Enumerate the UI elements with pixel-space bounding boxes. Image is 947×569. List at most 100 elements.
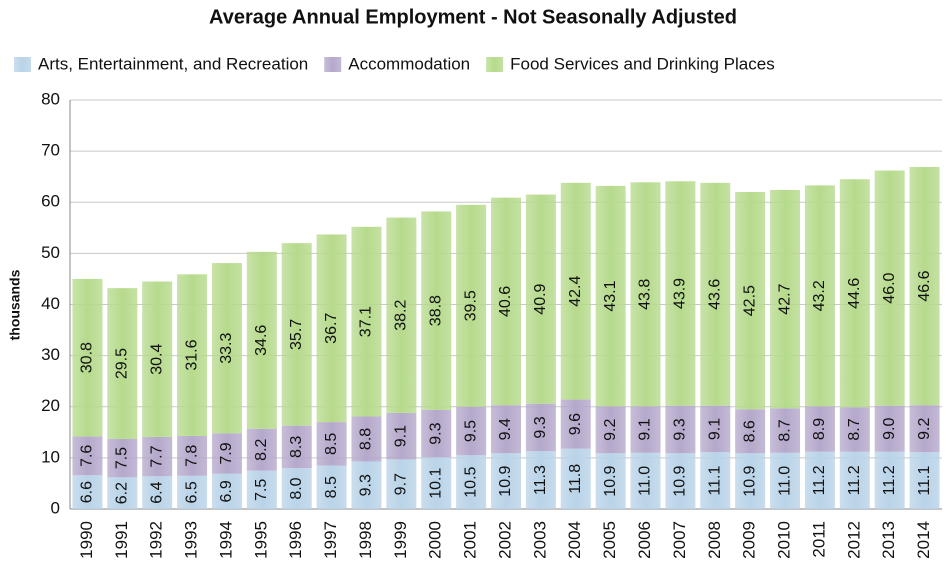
legend-swatch	[324, 57, 342, 72]
data-label: 9.5	[462, 420, 479, 442]
data-label: 11.2	[811, 465, 828, 495]
bar-segment	[72, 278, 103, 437]
data-label: 9.2	[916, 418, 933, 440]
bar-segment	[421, 457, 452, 509]
data-label: 40.6	[497, 286, 514, 317]
data-label: 8.0	[288, 477, 305, 499]
data-label: 10.9	[672, 465, 689, 496]
data-label: 39.5	[462, 290, 479, 321]
bar-segment	[177, 475, 208, 509]
data-label: 11.2	[846, 465, 863, 495]
bar-segment	[177, 435, 208, 476]
data-label: 11.2	[881, 465, 898, 495]
bar-segment	[525, 194, 556, 404]
data-label: 11.1	[706, 466, 723, 496]
data-label: 8.7	[776, 419, 793, 441]
y-axis-label: thousands	[7, 269, 23, 340]
data-label: 35.7	[288, 319, 305, 350]
data-label: 30.4	[148, 344, 165, 375]
x-tick-label: 1996	[286, 521, 305, 559]
y-tick-label: 70	[41, 141, 60, 160]
data-label: 9.3	[427, 422, 444, 444]
x-tick-label: 1998	[356, 521, 375, 559]
data-label: 9.0	[881, 418, 898, 440]
x-tick-label: 2013	[879, 521, 898, 559]
data-label: 10.9	[741, 465, 758, 496]
x-tick-label: 1992	[147, 521, 166, 559]
bar-segment	[630, 406, 661, 453]
x-tick-label: 2005	[600, 521, 619, 559]
data-label: 10.9	[497, 465, 514, 496]
data-label: 43.2	[811, 280, 828, 311]
x-tick-label: 2003	[530, 521, 549, 559]
x-tick-label: 2009	[740, 521, 759, 559]
data-label: 42.5	[741, 285, 758, 316]
data-label: 29.5	[114, 348, 131, 379]
bar-segment	[630, 182, 661, 407]
data-label: 34.6	[253, 325, 270, 356]
data-label: 10.9	[602, 465, 619, 496]
bar-segment	[874, 405, 905, 452]
data-label: 11.1	[916, 466, 933, 496]
legend-label: Arts, Entertainment, and Recreation	[38, 54, 308, 73]
data-label: 10.1	[427, 468, 444, 499]
data-label: 9.4	[497, 418, 514, 440]
data-label: 33.3	[218, 333, 235, 364]
data-label: 11.0	[637, 466, 654, 496]
y-tick-label: 0	[51, 498, 60, 517]
data-label: 7.8	[183, 445, 200, 467]
x-tick-label: 2000	[426, 521, 445, 559]
y-tick-label: 10	[41, 447, 60, 466]
data-label: 8.7	[846, 418, 863, 440]
data-label: 7.5	[114, 447, 131, 469]
data-label: 43.6	[706, 279, 723, 310]
x-tick-label: 1999	[391, 521, 410, 559]
data-label: 38.2	[393, 300, 410, 331]
bar-segment	[804, 185, 835, 407]
x-tick-label: 2006	[635, 521, 654, 559]
bar-segment	[770, 452, 801, 509]
bar-segment	[770, 189, 801, 409]
x-tick-label: 2007	[670, 521, 689, 559]
data-label: 9.1	[706, 418, 723, 440]
x-tick-label: 1990	[77, 521, 96, 559]
bar-segment	[316, 234, 347, 423]
data-label: 43.9	[672, 278, 689, 309]
bar-segment	[281, 468, 312, 509]
bar-segment	[735, 409, 766, 454]
data-label: 9.1	[393, 425, 410, 447]
data-label: 6.9	[218, 480, 235, 502]
data-label: 9.3	[672, 418, 689, 440]
bar-segment	[142, 281, 173, 437]
bar-segment	[665, 405, 696, 454]
x-tick-label: 1993	[182, 521, 201, 559]
data-label: 9.2	[602, 419, 619, 441]
x-tick-label: 2001	[461, 521, 480, 559]
bar-segment	[281, 425, 312, 469]
x-tick-label: 1997	[321, 521, 340, 559]
data-label: 42.4	[567, 276, 584, 307]
bar-segment	[525, 451, 556, 509]
bar-segment	[595, 406, 626, 454]
bar-segment	[107, 477, 138, 509]
bar-segment	[246, 470, 277, 509]
data-label: 7.7	[148, 445, 165, 467]
bar-segment	[316, 422, 347, 466]
bar-segment	[211, 433, 242, 474]
data-label: 38.8	[427, 295, 444, 326]
bar-segment	[630, 452, 661, 509]
data-label: 7.9	[218, 442, 235, 464]
data-label: 46.6	[916, 270, 933, 301]
data-label: 31.6	[183, 339, 200, 370]
bar-segment	[839, 407, 870, 452]
bar-segment	[421, 409, 452, 458]
data-label: 6.2	[114, 482, 131, 504]
data-label: 10.5	[462, 466, 479, 497]
bar-segment	[909, 405, 940, 453]
bar-segment	[281, 243, 312, 426]
x-tick-label: 2014	[914, 521, 933, 559]
data-label: 8.3	[288, 436, 305, 458]
chart-title: Average Annual Employment - Not Seasonal…	[209, 6, 737, 28]
data-label: 9.7	[393, 473, 410, 495]
